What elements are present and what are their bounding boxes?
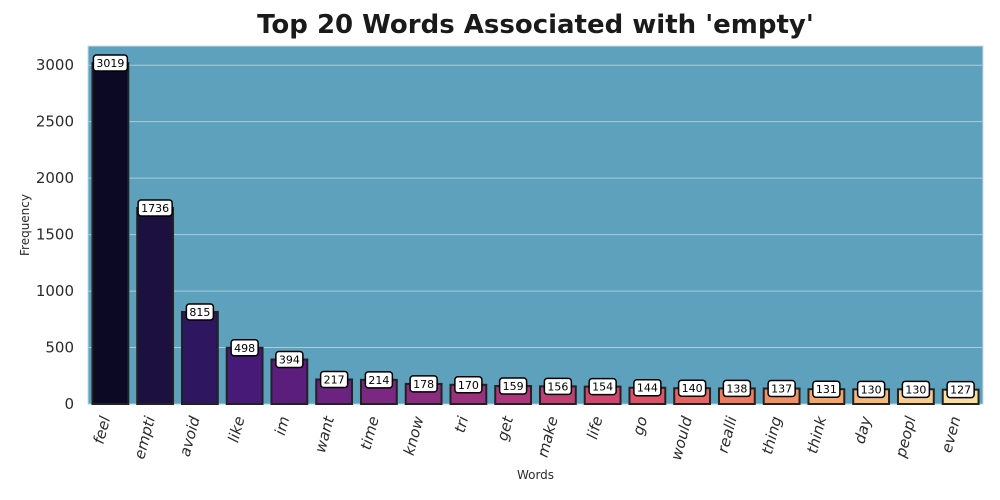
data-label-box [137,199,173,217]
data-label: 140 [682,382,703,395]
data-label-box [275,350,304,369]
data-label-box [92,54,129,72]
data-label: 138 [726,382,747,395]
data-label: 154 [592,381,613,394]
bar-avoid [180,310,219,405]
data-label: 815 [189,306,210,319]
data-labels: 3019 1736 815 498 394 217 214 178 170 159 156 154 14… [92,54,975,399]
bar-like [225,346,264,406]
bar-empti [136,206,175,405]
x-tick-label: realli [714,414,741,455]
x-tick-label: empti [130,414,159,461]
x-tick-label: go [629,414,651,437]
y-tick-label: 1500 [36,226,74,244]
x-tick-label: even [938,414,965,454]
data-label-box [498,377,528,395]
data-label-box [901,380,931,399]
y-axis-title: Frequency [18,194,32,256]
data-label-box [588,377,617,396]
data-label-box [767,379,796,398]
y-tick-label: 500 [45,339,74,357]
data-label: 214 [368,374,389,387]
data-label: 131 [816,383,837,396]
y-tick-label: 0 [64,395,74,413]
data-label-box [677,379,707,397]
data-label-box [409,375,438,393]
data-label-box [633,378,662,397]
data-label: 3019 [96,57,124,70]
data-label-box [543,377,573,396]
x-tick-label: im [271,414,293,437]
data-label-box [454,376,483,394]
y-tick-label: 2500 [36,113,74,131]
x-axis-ticks: feel empti avoid like im want time know tri get ma… [90,413,965,462]
data-label: 130 [905,383,926,396]
data-label: 137 [771,383,792,396]
x-tick-label: peopl [891,414,920,461]
data-label-box [812,380,841,398]
data-label: 217 [324,373,345,386]
x-tick-label: life [583,414,606,441]
data-label-box [722,379,752,398]
data-label: 498 [234,342,255,355]
data-label: 394 [279,354,300,367]
y-tick-label: 1000 [36,282,74,300]
plot-area [87,45,984,405]
x-tick-label: like [224,414,248,444]
bar-feel [91,62,130,405]
x-tick-label: avoid [176,414,204,459]
x-tick-label: tri [451,414,473,435]
x-tick-label: feel [90,414,115,446]
y-axis-ticks: 0 500 1000 1500 2000 2500 3000 [36,56,74,413]
data-label: 156 [547,380,568,393]
data-label-box [185,303,215,321]
y-tick-label: 2000 [36,169,74,187]
x-tick-label: would [667,414,696,462]
data-label: 144 [637,382,658,395]
chart-title: Top 20 Words Associated with 'empty' [257,10,814,40]
y-tick-label: 3000 [36,56,74,74]
data-label-box [856,380,886,399]
data-label: 127 [950,384,971,397]
x-tick-label: time [357,414,383,451]
x-tick-label: day [850,413,875,445]
data-label: 130 [861,383,882,396]
x-tick-label: get [493,413,517,443]
data-label-box [364,371,394,389]
x-tick-label: think [803,413,830,455]
data-label: 170 [458,379,479,392]
x-tick-label: make [534,414,562,459]
data-label-box [319,370,349,389]
data-label: 178 [413,378,434,391]
data-label: 159 [503,380,524,393]
data-label-box [946,380,975,399]
x-tick-label: want [311,413,338,454]
x-tick-label: know [400,414,428,458]
x-tick-label: thing [758,414,785,456]
data-label: 1736 [141,202,169,215]
data-label-box [230,339,259,357]
x-axis-title: Words [517,468,554,482]
